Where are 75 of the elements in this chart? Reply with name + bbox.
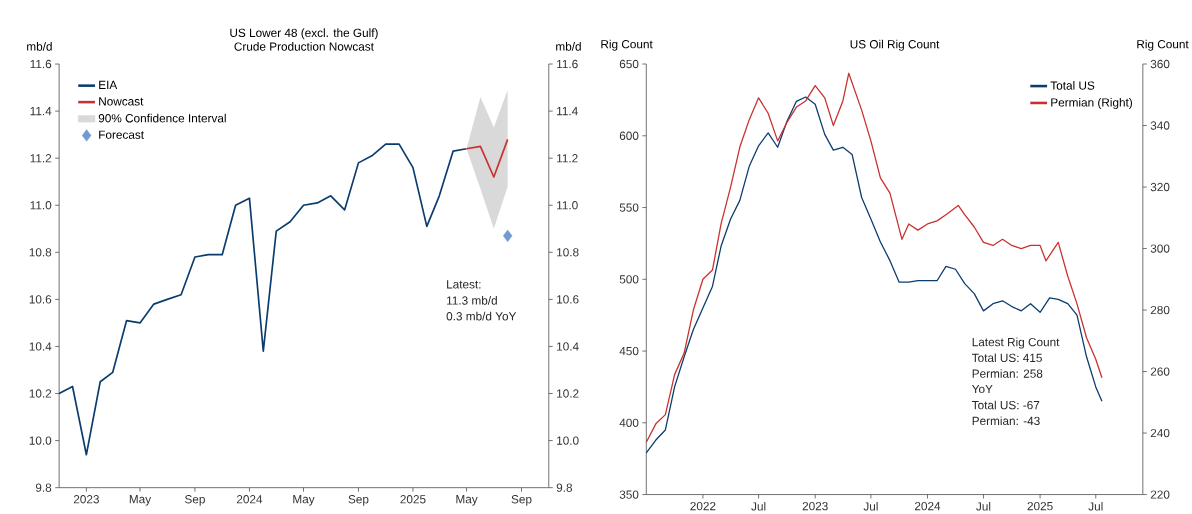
y2-tick-label: 320 bbox=[1150, 182, 1170, 192]
x-tick-label: 2022 bbox=[690, 502, 716, 511]
y-tick-label: 650 bbox=[619, 59, 639, 69]
y-tick-label: 10.4 bbox=[29, 342, 52, 351]
x-tick-label: 2025 bbox=[1027, 502, 1053, 511]
y2-axis-title: Rig Count bbox=[1137, 39, 1189, 51]
x-tick-label: Jul bbox=[863, 502, 878, 511]
x-tick-label: Sep bbox=[185, 495, 205, 506]
y2-tick-label: 10.2 bbox=[557, 389, 579, 398]
y-tick-label: 11.4 bbox=[30, 107, 52, 116]
y2-tick-label: 11.0 bbox=[557, 201, 578, 210]
annotation: 0.3 mb/d YoY bbox=[446, 311, 517, 321]
x-tick-label: May bbox=[129, 495, 152, 506]
x-tick-label: Jul bbox=[976, 502, 991, 511]
x-tick-label: Sep bbox=[348, 495, 369, 506]
y2-tick-label: 11.6 bbox=[557, 59, 578, 69]
x-tick-label: 2024 bbox=[236, 495, 263, 504]
x-tick-label: 2023 bbox=[73, 495, 99, 504]
chart-subtitle: Crude Production Nowcast bbox=[234, 42, 374, 51]
x-tick-label: Jul bbox=[1088, 502, 1103, 511]
y-tick-label: 9.8 bbox=[35, 483, 52, 492]
y-tick-label: 10.6 bbox=[29, 295, 52, 304]
y-tick-label: 550 bbox=[619, 203, 639, 212]
y2-axis-title: mb/d bbox=[556, 42, 581, 51]
y2-tick-label: 10.6 bbox=[557, 295, 579, 304]
y2-tick-label: 220 bbox=[1150, 490, 1170, 499]
annotation: Total US: 415 bbox=[971, 353, 1042, 363]
x-tick-label: Sep bbox=[511, 495, 532, 506]
y2-tick-label: 300 bbox=[1150, 244, 1170, 253]
y2-tick-label: 11.2 bbox=[557, 154, 578, 163]
y-tick-label: 11.6 bbox=[30, 59, 52, 69]
legend-label: EIA bbox=[99, 80, 118, 90]
x-tick-label: Jul bbox=[751, 502, 766, 511]
y2-tick-label: 340 bbox=[1150, 121, 1170, 130]
annotation: Latest: bbox=[447, 280, 481, 289]
y2-tick-label: 360 bbox=[1150, 59, 1170, 69]
y2-tick-label: 260 bbox=[1150, 367, 1170, 376]
legend-label: Nowcast bbox=[99, 97, 144, 106]
legend-label: Forecast bbox=[99, 130, 144, 139]
y-tick-label: 11.0 bbox=[30, 201, 52, 210]
x-tick-label: 2023 bbox=[802, 502, 828, 511]
y-tick-label: 450 bbox=[619, 346, 639, 356]
x-tick-label: May bbox=[456, 495, 478, 506]
annotation: 90% Confidence Interval bbox=[98, 113, 226, 123]
y-axis-title: mb/d bbox=[27, 42, 52, 51]
legend-label: Total US bbox=[1050, 81, 1095, 90]
y-tick-label: 10.8 bbox=[29, 248, 52, 257]
y2-tick-label: 11.4 bbox=[557, 107, 578, 116]
y-tick-label: 10.2 bbox=[29, 389, 52, 398]
y2-tick-label: 10.4 bbox=[557, 342, 579, 351]
y-tick-label: 11.2 bbox=[30, 154, 52, 163]
annotation: Permian: -43 bbox=[972, 416, 1040, 426]
chart-title: US Lower 48 (excl. the Gulf) bbox=[230, 28, 378, 40]
x-tick-label: 2024 bbox=[914, 502, 941, 511]
annotation: Latest Rig Count bbox=[972, 337, 1060, 349]
annotation: 11.3 mb/d bbox=[447, 296, 497, 305]
y2-tick-label: 240 bbox=[1150, 428, 1170, 438]
y-tick-label: 10.0 bbox=[29, 436, 52, 445]
y-axis-title: Rig Count bbox=[601, 39, 653, 51]
y-tick-label: 600 bbox=[619, 131, 639, 140]
y2-tick-label: 9.8 bbox=[556, 483, 573, 492]
y2-tick-label: 280 bbox=[1150, 305, 1170, 315]
y2-tick-label: 10.0 bbox=[557, 436, 579, 445]
x-tick-label: 2025 bbox=[400, 495, 426, 504]
annotation: Permian: 258 bbox=[972, 369, 1043, 378]
annotation: YoY bbox=[971, 384, 993, 394]
y2-tick-label: 10.8 bbox=[557, 248, 579, 257]
legend-label: Permian (Right) bbox=[1051, 98, 1133, 109]
chart-title: US Oil Rig Count bbox=[850, 39, 940, 51]
line-series bbox=[465, 138, 509, 178]
x-tick-label: May bbox=[293, 495, 315, 506]
annotation: Total US: -67 bbox=[971, 400, 1040, 410]
y-tick-label: 500 bbox=[619, 275, 639, 284]
y-tick-label: 400 bbox=[619, 418, 639, 428]
y-tick-label: 350 bbox=[619, 490, 639, 499]
